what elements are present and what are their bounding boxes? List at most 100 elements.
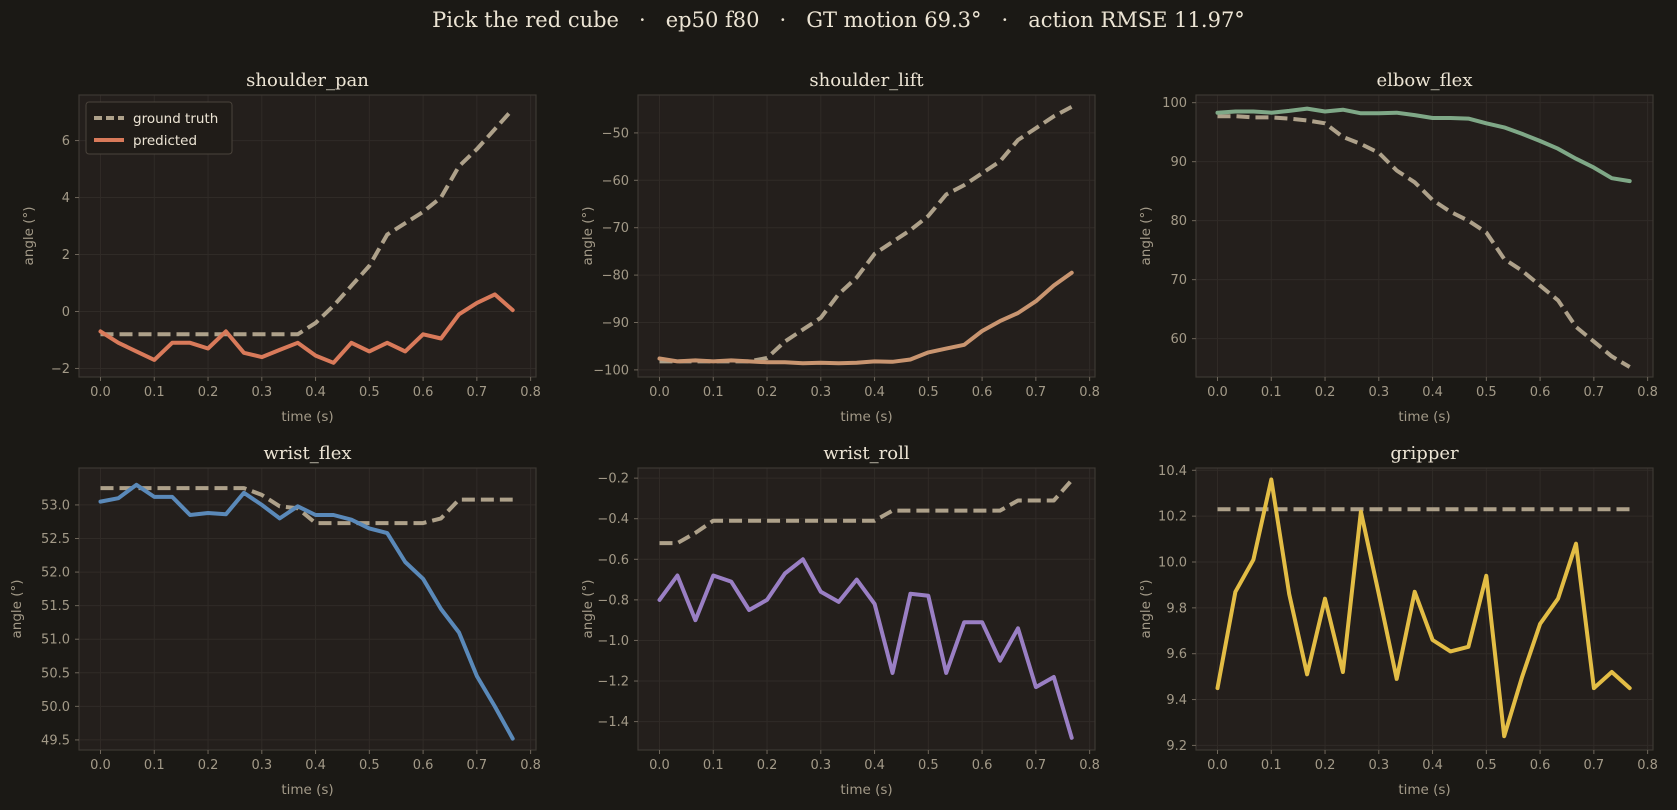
predicted-line bbox=[657, 557, 1074, 740]
subplot-elbow_flex: 0.0 0.1 0.2 0.3 0.4 0.5 0.6 0.7 0.8 60 70 80 90 100 el… bbox=[1138, 70, 1658, 425]
subplot-title: shoulder_pan bbox=[246, 70, 369, 91]
ground-truth-line bbox=[100, 107, 515, 337]
legend: ground truth predicted bbox=[85, 101, 233, 155]
y-axis-label: angle (°) bbox=[1138, 206, 1154, 265]
y-tick-label: −90 bbox=[602, 316, 629, 331]
y-tick-label: 6 bbox=[62, 134, 70, 149]
x-tick-label: 0.8 bbox=[1079, 385, 1100, 400]
y-tick-label: −50 bbox=[602, 126, 629, 141]
y-tick-label: −2 bbox=[51, 362, 70, 377]
x-tick-label: 0.3 bbox=[1368, 385, 1389, 400]
x-tick-label: 0.4 bbox=[1422, 385, 1443, 400]
y-tick-label: −0.4 bbox=[597, 512, 629, 527]
y-axis-label: angle (°) bbox=[580, 579, 596, 638]
subplot-shoulder_lift: 0.0 0.1 0.2 0.3 0.4 0.5 0.6 0.7 0.8 −100 −90 −80 −70… bbox=[580, 70, 1100, 425]
y-tick-label: 10.4 bbox=[1158, 464, 1187, 479]
y-tick-label: 49.5 bbox=[41, 733, 70, 748]
y-tick-label: 10.0 bbox=[1158, 556, 1187, 571]
x-tick-label: 0.7 bbox=[1584, 385, 1605, 400]
x-tick-label: 0.6 bbox=[972, 385, 993, 400]
ground-truth-line bbox=[659, 478, 1074, 546]
axes-frame bbox=[637, 94, 1096, 378]
x-axis-label: time (s) bbox=[840, 409, 892, 425]
y-tick-label: 52.5 bbox=[41, 532, 70, 547]
ground-truth-line bbox=[100, 486, 513, 526]
x-tick-label: 0.5 bbox=[1476, 758, 1497, 773]
plot-area bbox=[638, 95, 1095, 377]
y-tick-label: −60 bbox=[602, 174, 629, 189]
x-tick-label: 0.3 bbox=[251, 385, 272, 400]
y-tick-label: 100 bbox=[1162, 96, 1187, 111]
y-tick-label: 50.5 bbox=[41, 666, 70, 681]
x-tick-label: 0.6 bbox=[1530, 758, 1551, 773]
y-tick-label: −0.6 bbox=[597, 553, 629, 568]
x-tick-label: 0.0 bbox=[90, 758, 111, 773]
y-tick-label: 2 bbox=[62, 248, 70, 263]
x-tick-label: 0.6 bbox=[413, 758, 434, 773]
subplot-wrist_flex: 0.0 0.1 0.2 0.3 0.4 0.5 0.6 0.7 0.8 49.5 50.0 50.5 5… bbox=[9, 443, 541, 798]
x-tick-label: 0.1 bbox=[703, 758, 724, 773]
x-tick-label: 0.7 bbox=[1026, 758, 1047, 773]
y-tick-label: 4 bbox=[62, 191, 70, 206]
y-tick-label: 9.2 bbox=[1166, 739, 1187, 754]
predicted-line bbox=[1215, 106, 1632, 184]
x-tick-label: 0.0 bbox=[649, 758, 670, 773]
y-tick-label: 51.0 bbox=[41, 633, 70, 648]
x-tick-label: 0.4 bbox=[305, 758, 326, 773]
subplot-title: gripper bbox=[1390, 443, 1459, 464]
y-tick-label: 90 bbox=[1170, 155, 1187, 170]
y-axis-label: angle (°) bbox=[21, 206, 37, 265]
x-tick-label: 0.3 bbox=[810, 385, 831, 400]
legend-label-predicted: predicted bbox=[133, 133, 197, 149]
subplot-title: wrist_flex bbox=[263, 443, 351, 464]
x-tick-label: 0.7 bbox=[467, 385, 488, 400]
y-tick-label: 10.2 bbox=[1158, 510, 1187, 525]
axes-frame bbox=[1195, 94, 1654, 378]
x-tick-label: 0.3 bbox=[251, 758, 272, 773]
y-tick-label: −1.2 bbox=[597, 675, 629, 690]
x-tick-label: 0.4 bbox=[1422, 758, 1443, 773]
y-tick-label: 0 bbox=[62, 305, 70, 320]
x-tick-label: 0.5 bbox=[359, 385, 380, 400]
x-axis-label: time (s) bbox=[1398, 782, 1450, 798]
x-tick-label: 0.5 bbox=[359, 758, 380, 773]
x-tick-label: 0.5 bbox=[918, 758, 939, 773]
x-tick-label: 0.8 bbox=[1637, 758, 1658, 773]
x-axis-label: time (s) bbox=[840, 782, 892, 798]
x-tick-label: 0.7 bbox=[467, 758, 488, 773]
axes-frame bbox=[1195, 467, 1654, 751]
y-tick-label: −1.0 bbox=[597, 634, 629, 649]
x-tick-label: 0.5 bbox=[1476, 385, 1497, 400]
x-tick-label: 0.7 bbox=[1584, 758, 1605, 773]
subplot-title: wrist_roll bbox=[823, 443, 909, 464]
subplot-shoulder_pan: 0.0 0.1 0.2 0.3 0.4 0.5 0.6 0.7 0.8 −2 0 2 4 6 shoulde… bbox=[21, 70, 541, 425]
legend-label-ground_truth: ground truth bbox=[133, 111, 218, 127]
x-tick-label: 0.4 bbox=[864, 758, 885, 773]
y-tick-label: 51.5 bbox=[41, 599, 70, 614]
y-tick-label: −0.2 bbox=[597, 472, 629, 487]
x-tick-label: 0.2 bbox=[198, 758, 219, 773]
y-tick-label: 70 bbox=[1170, 273, 1187, 288]
y-tick-label: −100 bbox=[593, 363, 629, 378]
figure-suptitle: Pick the red cube · ep50 f80 · GT motion… bbox=[432, 8, 1245, 32]
y-tick-label: 53.0 bbox=[41, 498, 70, 513]
axes-frame bbox=[78, 467, 537, 751]
x-tick-label: 0.6 bbox=[972, 758, 993, 773]
predicted-line bbox=[1215, 477, 1632, 739]
x-tick-label: 0.0 bbox=[1207, 758, 1228, 773]
x-axis-label: time (s) bbox=[281, 409, 333, 425]
plot-area bbox=[1196, 468, 1653, 750]
subplot-title: shoulder_lift bbox=[809, 70, 924, 91]
x-tick-label: 0.3 bbox=[810, 758, 831, 773]
y-tick-label: 52.0 bbox=[41, 566, 70, 581]
y-tick-label: −70 bbox=[602, 221, 629, 236]
y-axis-label: angle (°) bbox=[9, 579, 25, 638]
x-tick-label: 0.1 bbox=[1261, 758, 1282, 773]
y-tick-label: −0.8 bbox=[597, 593, 629, 608]
x-tick-label: 0.2 bbox=[1315, 758, 1336, 773]
x-axis-label: time (s) bbox=[1398, 409, 1450, 425]
x-tick-label: 0.1 bbox=[703, 385, 724, 400]
y-tick-label: 80 bbox=[1170, 214, 1187, 229]
subplot-title: elbow_flex bbox=[1377, 70, 1473, 91]
